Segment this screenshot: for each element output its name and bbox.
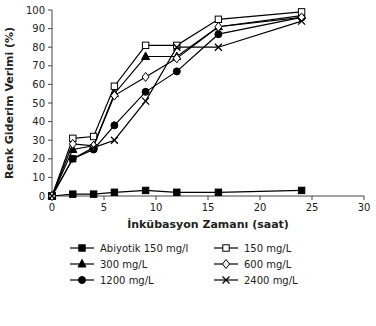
x-tick	[260, 196, 261, 200]
data-point	[173, 68, 180, 75]
y-axis-label: Renk Giderim Verimi (%)	[3, 27, 16, 179]
data-point	[90, 144, 97, 151]
legend-item: 600 mg/L	[214, 259, 292, 270]
data-point	[298, 18, 305, 25]
legend-marker	[79, 245, 85, 251]
series-line	[52, 17, 302, 196]
data-point	[215, 44, 222, 51]
data-point	[142, 52, 150, 60]
y-tick-label: 70	[32, 60, 45, 71]
chart: 0 5 10 15 20 25 30 0 10 20 30 40 50 60 70 80 90 100 İnküba…	[0, 0, 376, 326]
data-point	[215, 189, 221, 195]
x-tick	[208, 196, 209, 200]
data-point	[69, 155, 76, 162]
y-tick	[48, 65, 52, 66]
x-tick-label: 0	[49, 202, 55, 213]
y-tick	[48, 28, 52, 29]
data-point	[111, 137, 118, 144]
series-line	[52, 12, 302, 196]
y-tick	[48, 84, 52, 85]
series	[48, 11, 306, 199]
y-tick-label: 0	[39, 191, 45, 202]
y-tick	[48, 103, 52, 104]
legend: Abiyotik 150 mg/l 300 mg/L 1200 mg/L 150 mg…	[70, 243, 298, 286]
series-line	[52, 21, 302, 196]
x-tick-label: 30	[358, 202, 371, 213]
legend-item: Abiyotik 150 mg/l	[70, 243, 188, 254]
series-line	[52, 17, 302, 196]
y-tick-label: 50	[32, 98, 45, 109]
series	[49, 18, 306, 200]
y-tick-label: 90	[32, 23, 45, 34]
legend-item: 2400 mg/L	[214, 275, 298, 286]
y-tick-label: 60	[32, 79, 45, 90]
x-axis-label: İnkübasyon Zamanı (saat)	[127, 217, 289, 231]
plot-area	[48, 9, 306, 201]
data-point	[69, 139, 76, 148]
series	[49, 187, 305, 199]
data-point	[70, 191, 76, 197]
data-point	[49, 193, 56, 200]
data-point	[142, 187, 148, 193]
y-tick-label: 10	[32, 172, 45, 183]
y-tick-label: 20	[32, 153, 45, 164]
legend-item: 150 mg/L	[214, 243, 292, 254]
y-tick	[48, 121, 52, 122]
data-point	[90, 191, 96, 197]
legend-marker	[223, 245, 229, 251]
series	[49, 9, 305, 200]
data-point	[215, 22, 222, 31]
legend-item: 300 mg/L	[70, 259, 148, 270]
data-point	[142, 88, 149, 95]
data-point	[49, 193, 56, 200]
series	[49, 13, 306, 201]
data-point	[142, 72, 149, 81]
x-tick	[364, 196, 365, 200]
y-tick	[48, 47, 52, 48]
x-tick-label: 10	[150, 202, 163, 213]
y-tick	[48, 177, 52, 178]
legend-label: 150 mg/L	[244, 243, 292, 254]
legend-label: 1200 mg/L	[100, 275, 154, 286]
legend-item: 1200 mg/L	[70, 275, 154, 286]
data-point	[298, 187, 304, 193]
data-point	[111, 122, 118, 129]
x-tick-label: 25	[306, 202, 319, 213]
legend-label: 600 mg/L	[244, 259, 292, 270]
data-point	[173, 44, 180, 51]
data-point	[111, 189, 117, 195]
y-tick-label: 80	[32, 42, 45, 53]
data-point	[49, 192, 56, 201]
data-point	[111, 91, 118, 100]
x-tick	[104, 196, 105, 200]
x-tick	[156, 196, 157, 200]
legend-marker	[223, 277, 230, 284]
y-tick-label: 40	[32, 116, 45, 127]
legend-label: 300 mg/L	[100, 259, 148, 270]
legend-marker	[223, 260, 230, 269]
data-point	[173, 54, 180, 63]
y-tick	[48, 158, 52, 159]
series-line	[52, 16, 302, 196]
data-point	[142, 42, 148, 48]
data-point	[142, 98, 149, 105]
legend-label: 2400 mg/L	[244, 275, 298, 286]
data-point	[111, 83, 117, 89]
x-tick-label: 5	[101, 202, 107, 213]
x-tick-label: 15	[202, 202, 215, 213]
y-tick-label: 100	[26, 5, 45, 16]
legend-marker	[79, 277, 86, 284]
data-point	[174, 189, 180, 195]
data-point	[69, 155, 76, 162]
x-tick-label: 20	[254, 202, 267, 213]
legend-marker	[78, 260, 86, 268]
x-tick	[312, 196, 313, 200]
y-tick-label: 30	[32, 135, 45, 146]
series	[49, 14, 306, 200]
y-tick	[48, 140, 52, 141]
data-point	[90, 133, 96, 139]
y-tick	[48, 10, 52, 11]
legend-label: Abiyotik 150 mg/l	[100, 243, 188, 254]
